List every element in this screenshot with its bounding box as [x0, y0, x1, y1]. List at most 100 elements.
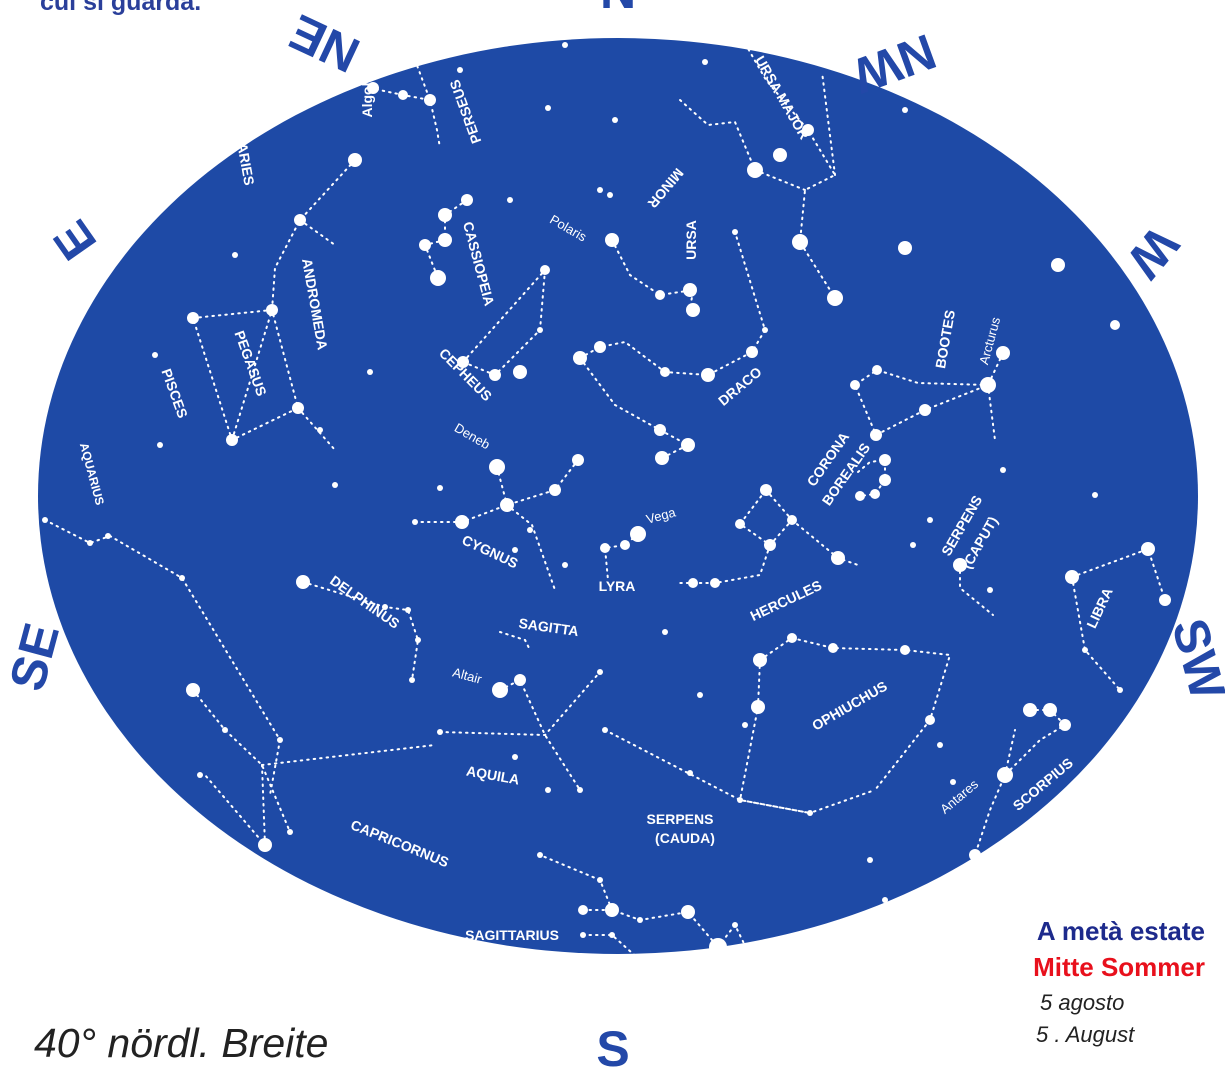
- star-bright: [489, 369, 501, 381]
- star-faint: [222, 727, 228, 733]
- star-bright: [660, 367, 670, 377]
- star-bright: [879, 454, 891, 466]
- constellation-line-andromeda-b: [299, 219, 336, 246]
- star-faint: [545, 787, 551, 793]
- star-faint: [687, 770, 693, 776]
- star-bright: [209, 146, 221, 158]
- star-bright: [868, 918, 882, 932]
- star-faint: [702, 59, 708, 65]
- star-bright: [709, 938, 727, 956]
- star-bright: [226, 434, 238, 446]
- star-bright: [925, 715, 935, 725]
- star-bright: [455, 515, 469, 529]
- star-bright: [850, 917, 866, 933]
- star-faint: [927, 517, 933, 523]
- star-faint: [762, 327, 768, 333]
- latitude-label: 40° nördl. Breite: [34, 1020, 329, 1066]
- constellation-line-perseus-b: [414, 59, 431, 101]
- star-bright: [760, 484, 772, 496]
- star-bright: [870, 429, 882, 441]
- star-bright: [294, 214, 306, 226]
- star-faint: [437, 485, 443, 491]
- star-faint: [332, 482, 338, 488]
- star-bright: [1043, 703, 1057, 717]
- star-bright: [605, 233, 619, 247]
- star-bright: [605, 903, 619, 917]
- star-bright: [1159, 594, 1171, 606]
- star-faint: [697, 692, 703, 698]
- star-faint: [287, 829, 293, 835]
- star-bright: [681, 905, 695, 919]
- label-serpens-cauda-1: SERPENS: [647, 811, 714, 827]
- star-bright: [549, 484, 561, 496]
- star-bright: [1110, 320, 1120, 330]
- star-faint: [527, 527, 533, 533]
- star-faint: [607, 192, 613, 198]
- star-faint: [597, 669, 603, 675]
- star-bright: [969, 849, 981, 861]
- star-bright: [919, 404, 931, 416]
- star-bright: [953, 558, 967, 572]
- star-faint: [807, 810, 813, 816]
- constellation-line-capricornus: [192, 689, 291, 833]
- constellation-line-sagittarius-d: [582, 934, 641, 961]
- star-faint: [105, 533, 111, 539]
- date-italian: 5 agosto: [1040, 990, 1125, 1015]
- star-bright: [879, 474, 891, 486]
- star-bright: [438, 233, 452, 247]
- constellation-line-aquila: [499, 678, 581, 791]
- star-faint: [902, 107, 908, 113]
- constellation-line-libra-b: [1071, 576, 1121, 691]
- constellation-line-libra: [1071, 547, 1166, 601]
- star-bright: [681, 438, 695, 452]
- star-faint: [662, 629, 668, 635]
- star-bright: [746, 346, 758, 358]
- constellation-line-ursa-major-b: [821, 71, 836, 176]
- label-lyra: LYRA: [599, 578, 636, 594]
- label-sagittarius: SAGITTARIUS: [465, 927, 559, 943]
- star-faint: [1117, 687, 1123, 693]
- star-faint: [179, 575, 185, 581]
- star-bright: [686, 303, 700, 317]
- star-bright: [600, 543, 610, 553]
- constellation-line-serpens-cauda: [604, 729, 876, 815]
- star-faint: [637, 957, 643, 963]
- star-bright: [630, 526, 646, 542]
- star-bright: [186, 683, 200, 697]
- constellation-line-pegasus: [192, 308, 300, 442]
- star-faint: [1092, 492, 1098, 498]
- star-faint: [409, 677, 415, 683]
- star-bright: [831, 551, 845, 565]
- constellation-line-scorpius: [973, 709, 1067, 901]
- star-bright: [654, 424, 666, 436]
- constellation-line-perseus: [369, 87, 441, 149]
- star-faint: [507, 197, 513, 203]
- star-faint: [457, 67, 463, 73]
- star-faint: [545, 105, 551, 111]
- star-faint: [577, 457, 583, 463]
- star-bright: [997, 767, 1013, 783]
- star-bright: [489, 459, 505, 475]
- star-bright: [514, 674, 526, 686]
- star-bright: [855, 491, 865, 501]
- star-faint: [577, 787, 583, 793]
- star-faint: [317, 427, 323, 433]
- star-faint: [537, 327, 543, 333]
- sky-disc: [38, 38, 1198, 954]
- star-bright: [827, 290, 843, 306]
- star-bright: [792, 234, 808, 250]
- star-bright: [573, 351, 587, 365]
- compass-e: E: [42, 210, 107, 269]
- star-bright: [500, 498, 514, 512]
- star-bright: [461, 194, 473, 206]
- star-faint: [232, 252, 238, 258]
- star-bright: [996, 346, 1010, 360]
- star-faint: [749, 957, 755, 963]
- star-faint: [197, 772, 203, 778]
- star-bright: [701, 368, 715, 382]
- star-faint: [562, 562, 568, 568]
- star-faint: [157, 442, 163, 448]
- star-bright: [706, 977, 718, 989]
- star-faint: [612, 117, 618, 123]
- star-faint: [737, 797, 743, 803]
